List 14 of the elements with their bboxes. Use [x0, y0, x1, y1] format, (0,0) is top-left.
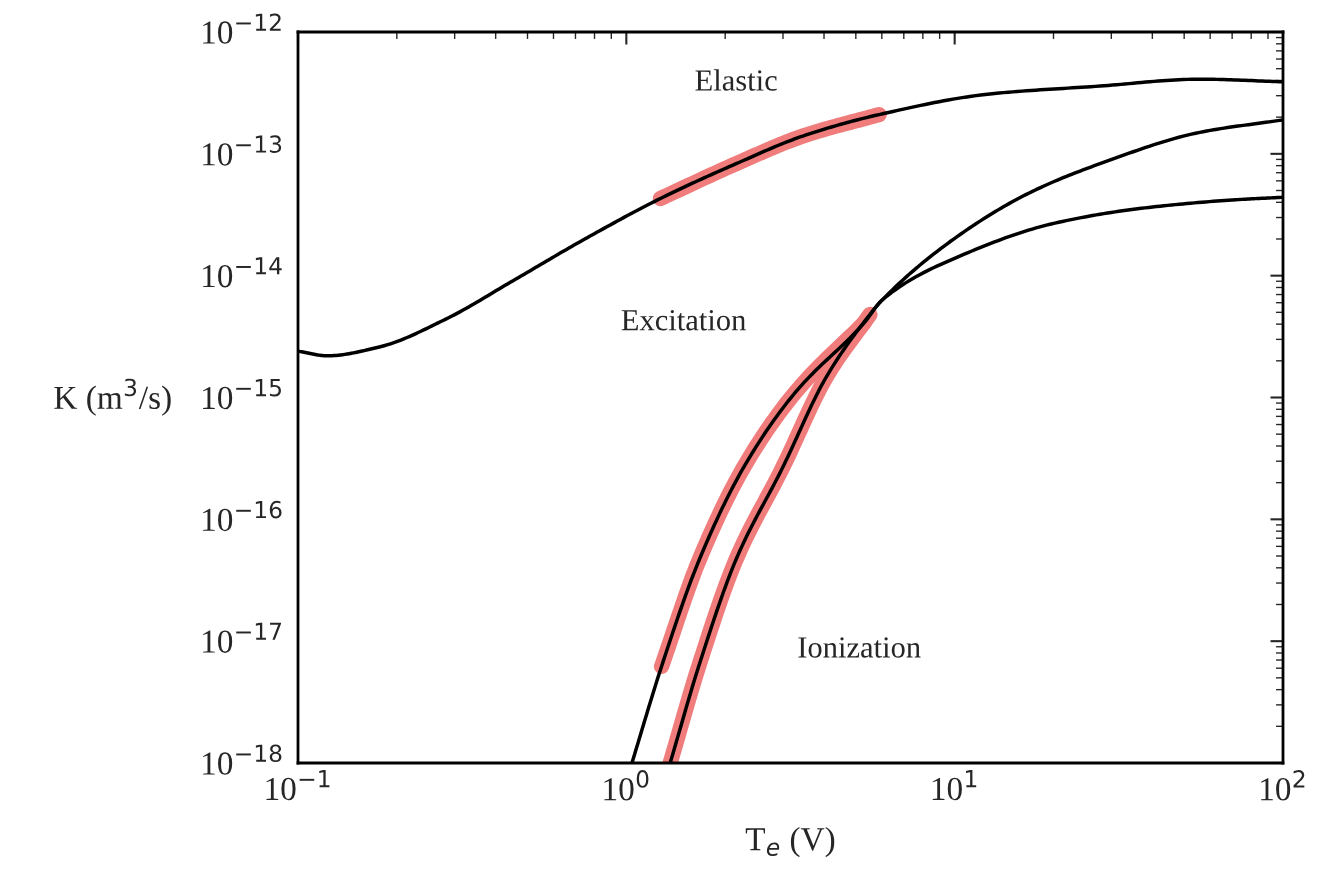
- text: Ionization: [798, 637, 921, 658]
- y-axis-title: K (m$^{3}$/s): [54, 378, 171, 416]
- y-tick-label: 10$^{−14}$: [203, 257, 282, 288]
- y-tick-label: 10$^{−12}$: [203, 13, 281, 44]
- text: Excitation: [621, 309, 746, 331]
- y-tick-label: 10$^{−13}$: [203, 135, 282, 166]
- x-tick-label: 10$^{2}$: [1261, 770, 1305, 801]
- y-tick-label: 10$^{−16}$: [203, 500, 282, 532]
- y-tick-label: 10$^{−15}$: [203, 379, 281, 410]
- y-tick-label: 10$^{−17}$: [203, 622, 282, 653]
- x-axis-title: T$_{e}$ (V): [745, 827, 835, 858]
- x-tick-label: 10$^{0}$: [604, 770, 649, 801]
- series-label: Elastic: [695, 69, 777, 91]
- x-tick-label: 10$^{1}$: [932, 770, 977, 801]
